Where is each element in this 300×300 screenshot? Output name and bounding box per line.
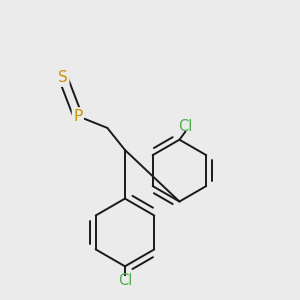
Text: Cl: Cl [118, 273, 132, 288]
Text: Cl: Cl [178, 119, 193, 134]
Text: S: S [58, 70, 68, 86]
Text: P: P [73, 109, 83, 124]
